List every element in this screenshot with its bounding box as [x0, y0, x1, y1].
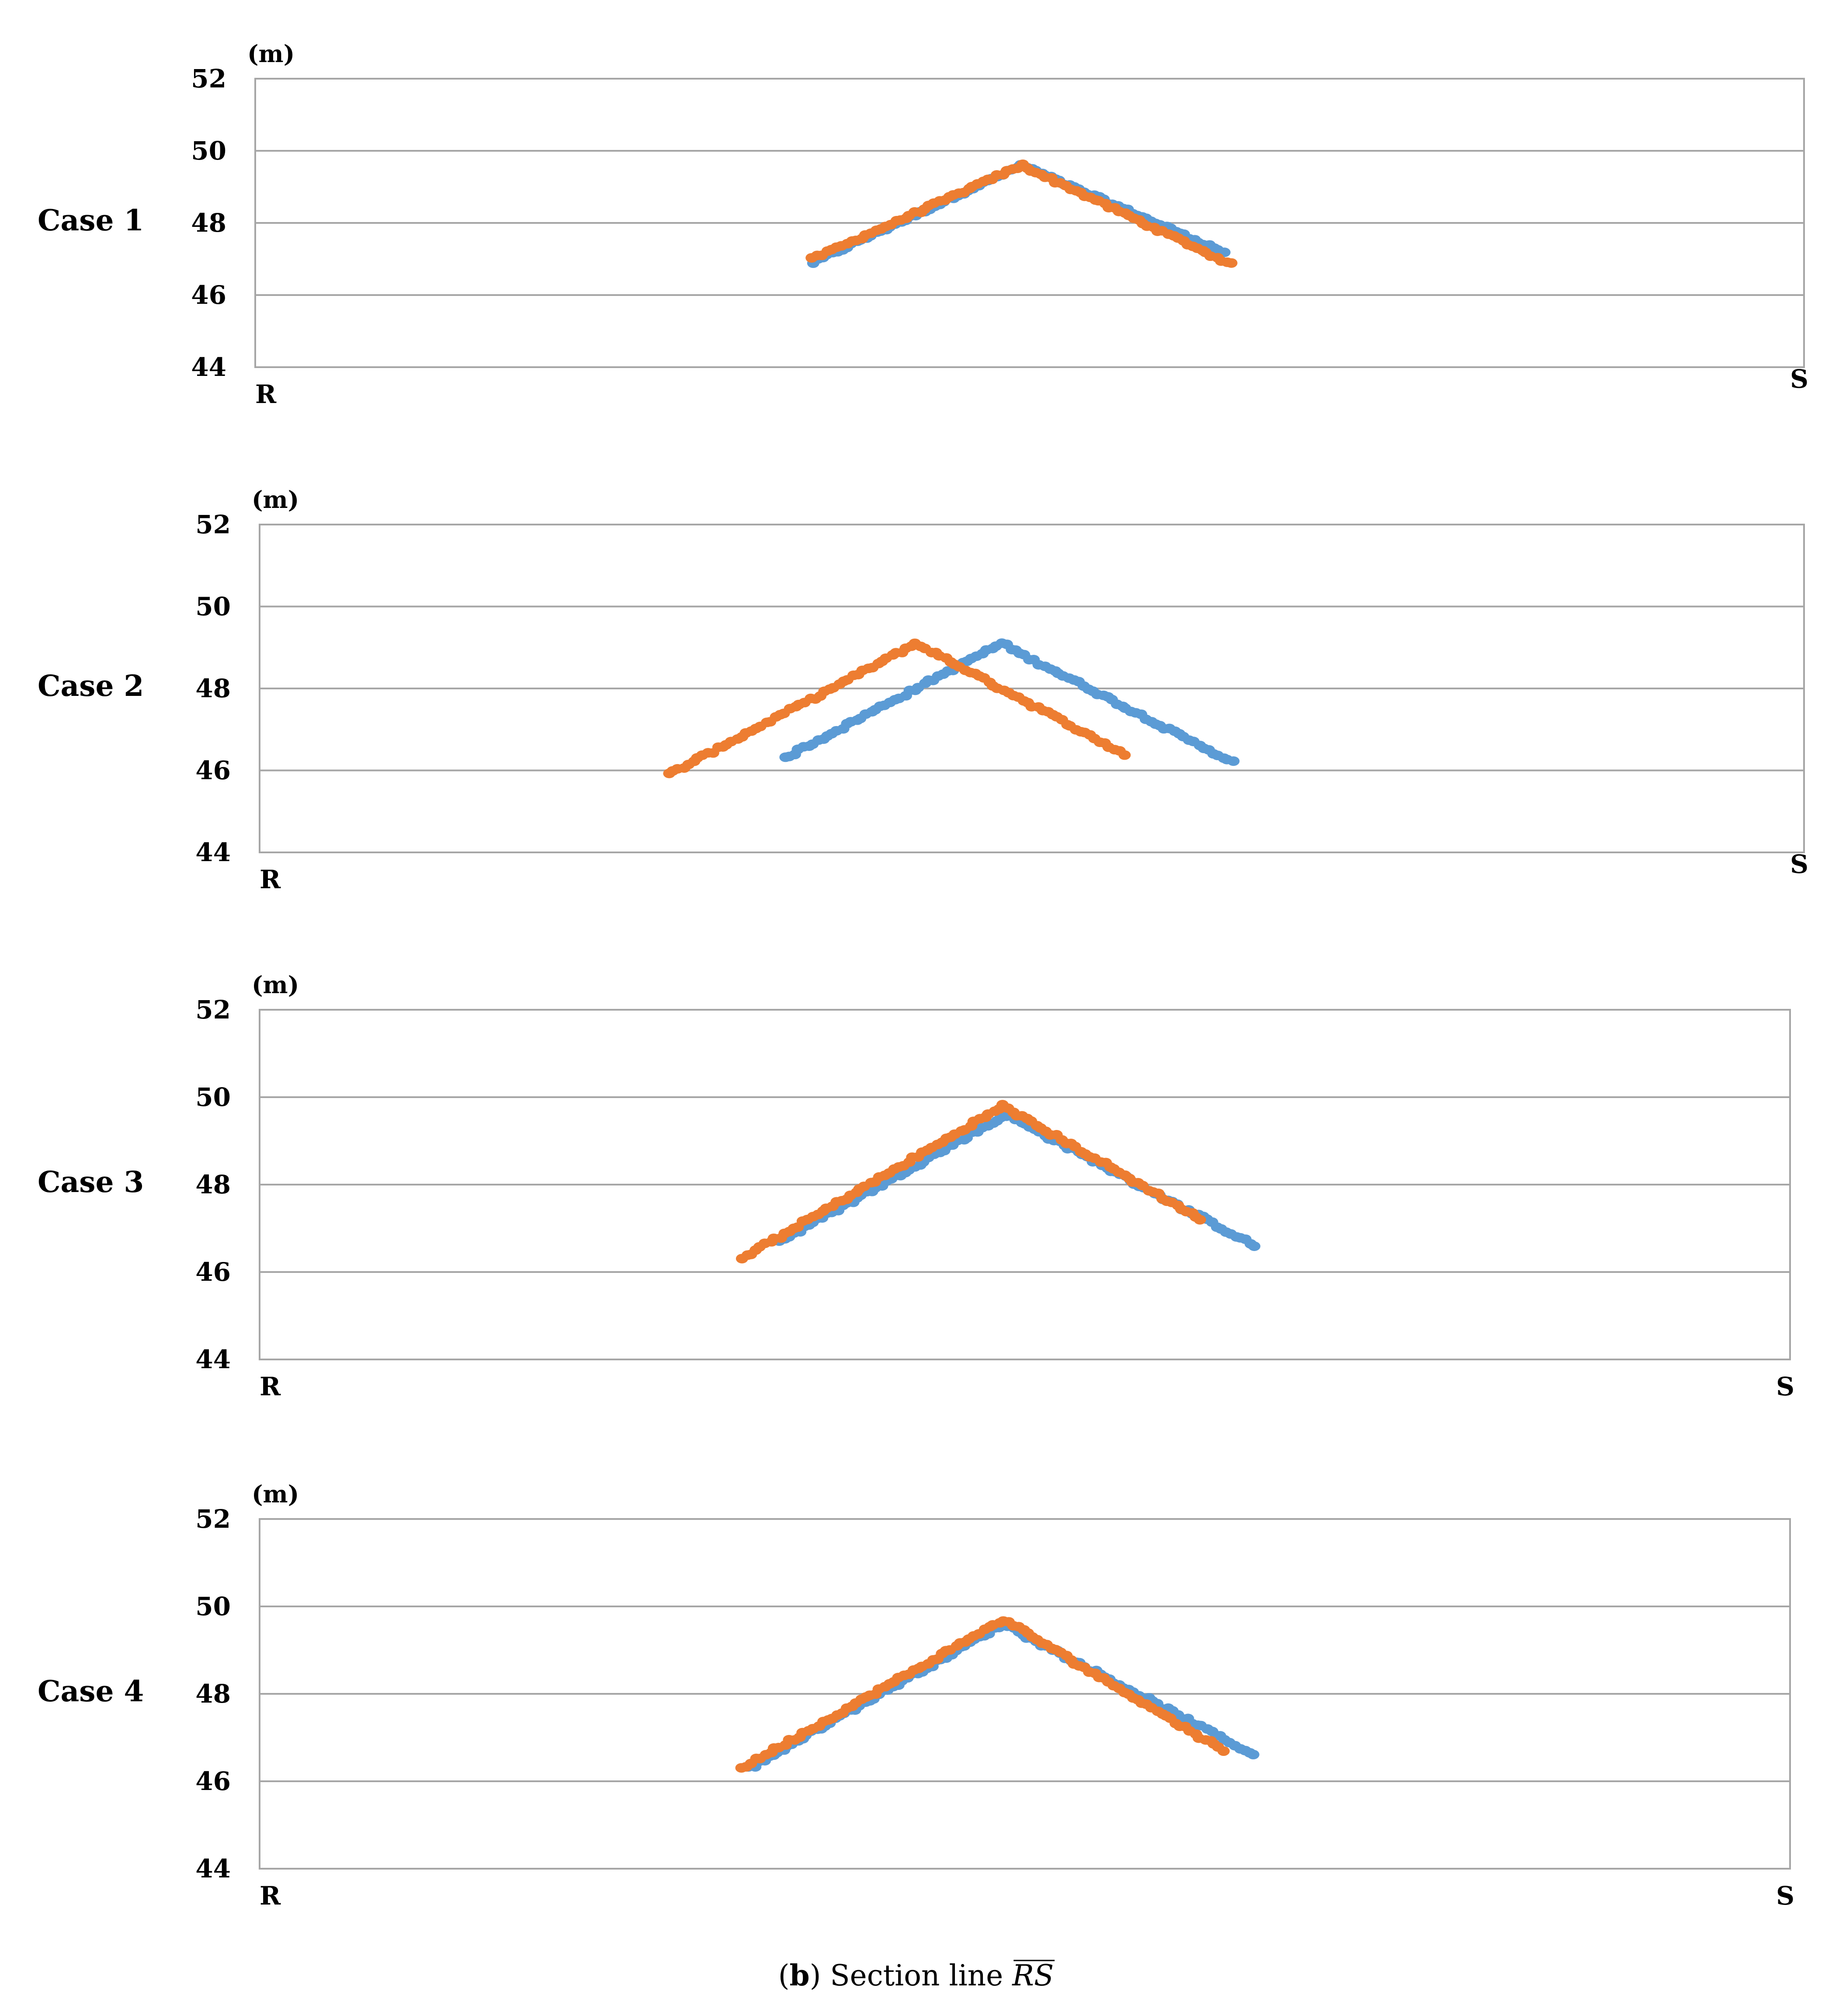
- scatter-point: [1217, 1746, 1230, 1756]
- y-unit-label: (m): [252, 1480, 299, 1508]
- scatter-point: [1227, 756, 1240, 766]
- chart-panel-1: 44 46 48 50 52 (m) R S Case 1: [38, 40, 1808, 409]
- y-tick-label: 46: [195, 1766, 231, 1796]
- scatter-point: [1247, 1749, 1260, 1759]
- y-tick-label: 44: [195, 1854, 231, 1884]
- scatter-point: [1225, 258, 1238, 268]
- chart-panel-3: 44 46 48 50 52 (m) R S Case 3: [38, 971, 1794, 1401]
- plot-frame: [259, 524, 1805, 853]
- y-unit-label: (m): [252, 486, 299, 514]
- y-tick-label: 44: [195, 838, 231, 867]
- case-label: Case 4: [38, 1674, 144, 1708]
- x-end-label: S: [1776, 1372, 1794, 1401]
- y-tick-label: 46: [195, 1257, 231, 1287]
- y-tick-label: 48: [195, 674, 231, 703]
- y-tick-label: 50: [195, 1082, 231, 1112]
- caption-overline-text: RS: [1012, 1959, 1054, 1992]
- caption-paren-open: (: [778, 1959, 790, 1992]
- y-tick-label: 44: [191, 352, 226, 382]
- chart-panel-4: 44 46 48 50 52 (m) R S Case 4: [38, 1480, 1794, 1911]
- x-end-label: S: [1790, 364, 1808, 394]
- y-tick-label: 50: [195, 1592, 231, 1621]
- figure-caption: (b) Section line RS: [778, 1958, 1054, 1992]
- y-tick-label: 46: [191, 280, 226, 310]
- y-tick-label: 52: [195, 1504, 231, 1534]
- y-tick-label: 46: [195, 756, 231, 786]
- y-tick-label: 52: [195, 995, 231, 1025]
- chart-panels: 44 46 48 50 52 (m) R S Case 1 44 46 48 50 52 (m) R S Case…: [38, 40, 1808, 1911]
- series-2: [735, 1616, 1230, 1773]
- caption-letter: b: [790, 1958, 810, 1992]
- series-2: [736, 1100, 1206, 1264]
- series-2: [805, 159, 1238, 268]
- plot-frame: [259, 1009, 1791, 1360]
- y-tick-label: 50: [191, 136, 226, 166]
- x-start-label: R: [260, 865, 281, 894]
- series-2: [663, 638, 1131, 779]
- x-start-label: R: [260, 1372, 281, 1401]
- y-tick-label: 52: [191, 64, 226, 94]
- scatter-point: [1118, 750, 1131, 760]
- case-label: Case 1: [38, 203, 144, 237]
- y-tick-label: 48: [191, 208, 226, 238]
- plot-frame: [259, 1518, 1791, 1870]
- series-1: [779, 638, 1240, 766]
- caption-text: Section line: [821, 1959, 1012, 1992]
- y-tick-label: 48: [195, 1170, 231, 1199]
- x-end-label: S: [1776, 1881, 1794, 1911]
- plot-frame: [254, 78, 1805, 368]
- chart-panel-2: 44 46 48 50 52 (m) R S Case 2: [38, 486, 1808, 894]
- y-tick-label: 44: [195, 1345, 231, 1374]
- caption-paren-close: ): [810, 1959, 821, 1992]
- x-end-label: S: [1790, 849, 1808, 879]
- y-tick-label: 50: [195, 592, 231, 622]
- scatter-point: [1194, 1215, 1206, 1225]
- y-tick-label: 48: [195, 1679, 231, 1709]
- scatter-point: [1248, 1241, 1261, 1251]
- y-unit-label: (m): [252, 971, 299, 999]
- y-tick-label: 52: [195, 510, 231, 539]
- case-label: Case 2: [38, 669, 144, 703]
- case-label: Case 3: [38, 1165, 144, 1199]
- x-start-label: R: [260, 1881, 281, 1911]
- x-start-label: R: [255, 379, 277, 409]
- y-unit-label: (m): [247, 40, 295, 68]
